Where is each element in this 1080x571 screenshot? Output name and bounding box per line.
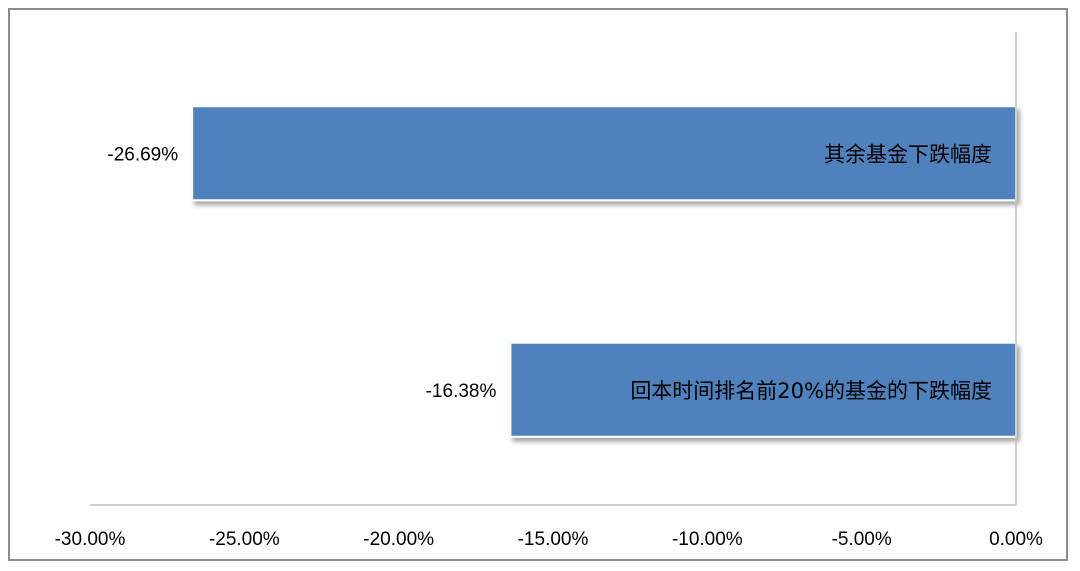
x-tick-label: -10.00% xyxy=(672,529,743,550)
bar xyxy=(509,341,1017,438)
bar-category-label: 其余基金下跌幅度 xyxy=(824,142,992,166)
x-tick-label: -20.00% xyxy=(363,529,434,550)
x-tick-label: -5.00% xyxy=(832,529,892,550)
x-tick-label: 0.00% xyxy=(989,529,1043,550)
x-tick-label: -15.00% xyxy=(518,529,589,550)
bar-category-label: 回本时间排名前20%的基金的下跌幅度 xyxy=(630,379,992,403)
x-tick-label: -25.00% xyxy=(209,529,280,550)
chart-frame xyxy=(8,8,1068,561)
x-tick-label: -30.00% xyxy=(55,529,126,550)
bar xyxy=(191,105,1018,202)
data-label: -16.38% xyxy=(426,381,497,402)
data-label: -26.69% xyxy=(107,144,178,165)
